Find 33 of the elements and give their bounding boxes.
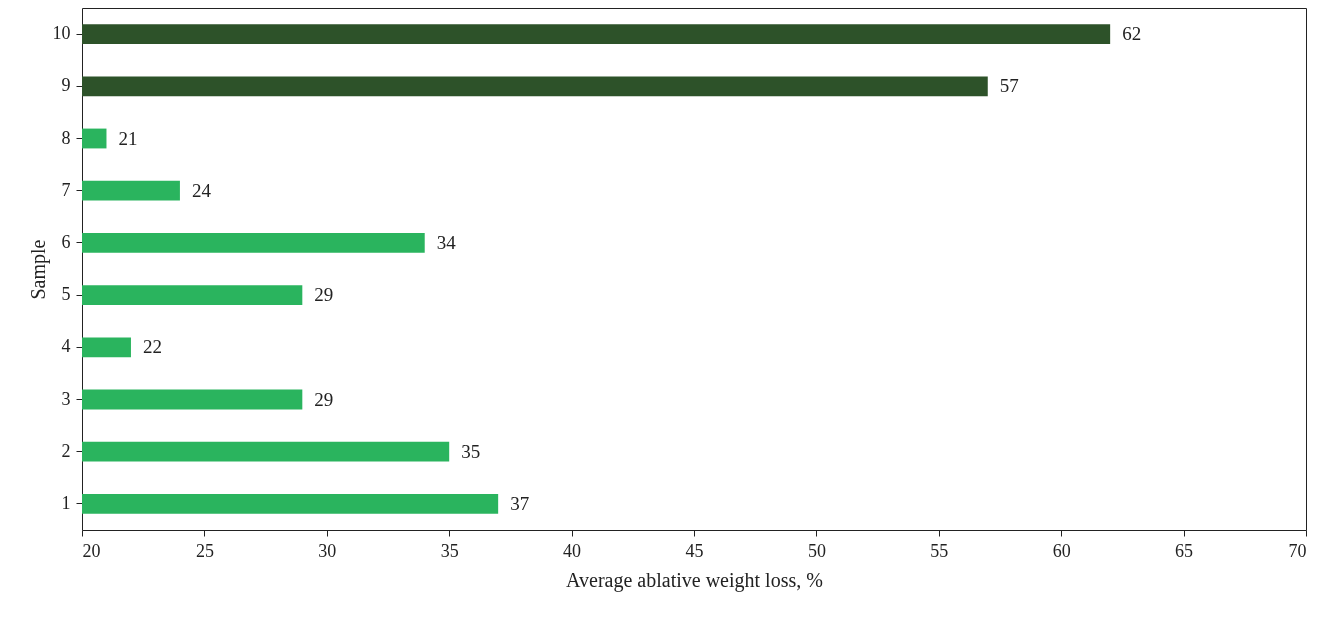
x-tick-label: 65 bbox=[1175, 540, 1194, 561]
y-tick-label: 8 bbox=[61, 127, 71, 148]
data-label: 21 bbox=[118, 127, 138, 149]
data-label: 24 bbox=[191, 179, 212, 201]
x-tick-label: 20 bbox=[82, 540, 101, 561]
y-tick-label: 7 bbox=[61, 179, 71, 200]
x-tick-label: 35 bbox=[440, 540, 459, 561]
x-tick-label: 60 bbox=[1052, 540, 1071, 561]
x-tick-label: 50 bbox=[807, 540, 826, 561]
data-label: 35 bbox=[461, 440, 481, 462]
x-tick-label: 70 bbox=[1288, 540, 1307, 561]
x-tick-label: 45 bbox=[685, 540, 704, 561]
x-tick-label: 25 bbox=[195, 540, 214, 561]
x-tick-label: 30 bbox=[318, 540, 337, 561]
y-tick-label: 1 bbox=[61, 492, 71, 513]
data-label: 57 bbox=[999, 75, 1019, 97]
data-label: 29 bbox=[314, 284, 334, 306]
data-label: 34 bbox=[436, 231, 457, 253]
y-tick-label: 10 bbox=[52, 23, 71, 44]
y-axis-title: Sample bbox=[26, 239, 50, 300]
x-tick-label: 55 bbox=[930, 540, 949, 561]
y-tick-label: 5 bbox=[61, 284, 71, 305]
y-tick-label: 9 bbox=[61, 75, 71, 96]
x-tick-label: 40 bbox=[563, 540, 582, 561]
x-axis-title: Average ablative weight loss, % bbox=[566, 568, 823, 592]
data-label: 29 bbox=[314, 388, 334, 410]
data-label: 62 bbox=[1122, 23, 1142, 45]
data-label: 22 bbox=[142, 336, 162, 358]
y-tick-label: 3 bbox=[61, 388, 71, 409]
y-tick-label: 6 bbox=[61, 231, 71, 252]
data-label: 37 bbox=[510, 492, 530, 514]
y-tick-label: 4 bbox=[61, 336, 71, 357]
y-tick-label: 2 bbox=[61, 440, 71, 461]
